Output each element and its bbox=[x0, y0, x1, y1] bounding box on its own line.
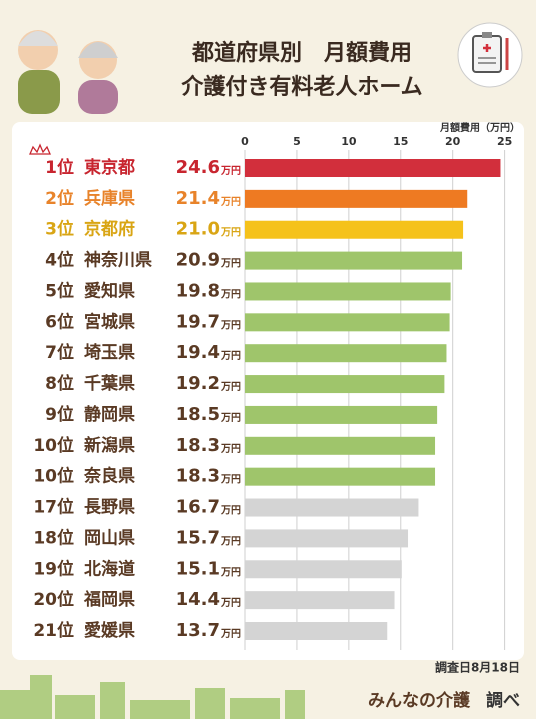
bar bbox=[245, 344, 447, 363]
category-label: 福岡県 bbox=[83, 589, 135, 610]
value-unit: 万円 bbox=[220, 628, 241, 640]
category-label: 岡山県 bbox=[84, 528, 135, 548]
x-axis-label: 月額費用（万円） bbox=[439, 121, 520, 134]
value-label: 21.0 bbox=[176, 219, 220, 240]
category-label: 京都府 bbox=[84, 219, 135, 240]
value-label: 18.5 bbox=[176, 404, 220, 425]
rank-label: 7位 bbox=[45, 342, 74, 363]
value-label: 18.3 bbox=[176, 466, 220, 487]
rank-label: 19位 bbox=[33, 558, 74, 579]
clipboard-icon bbox=[457, 22, 523, 88]
bar bbox=[245, 498, 419, 517]
bar bbox=[245, 189, 468, 208]
value-unit: 万円 bbox=[220, 227, 241, 239]
bar bbox=[245, 467, 436, 486]
rank-label: 2位 bbox=[45, 188, 74, 209]
value-label: 19.7 bbox=[176, 311, 220, 332]
brand: みんなの介護 bbox=[368, 690, 471, 711]
rank-label: 5位 bbox=[45, 280, 74, 301]
rank-label: 10位 bbox=[33, 435, 74, 456]
value-unit: 万円 bbox=[220, 443, 241, 455]
bar bbox=[245, 220, 464, 239]
value-label: 19.2 bbox=[176, 373, 220, 394]
value-unit: 万円 bbox=[220, 566, 241, 578]
bar bbox=[245, 375, 445, 394]
brand-suffix: 調べ bbox=[486, 690, 520, 711]
value-label: 24.6 bbox=[176, 157, 220, 178]
rank-label: 9位 bbox=[45, 404, 74, 425]
value-unit: 万円 bbox=[220, 505, 241, 517]
value-unit: 万円 bbox=[220, 288, 241, 300]
value-label: 19.8 bbox=[176, 280, 220, 301]
bar bbox=[245, 282, 451, 301]
x-tick-label: 5 bbox=[293, 135, 301, 148]
bar bbox=[245, 313, 450, 332]
x-tick-label: 25 bbox=[497, 135, 512, 148]
bar bbox=[245, 591, 395, 610]
category-label: 愛媛県 bbox=[84, 620, 135, 641]
value-unit: 万円 bbox=[220, 165, 241, 177]
rank-label: 21位 bbox=[33, 620, 74, 641]
rank-label: 20位 bbox=[33, 589, 74, 610]
x-tick-label: 10 bbox=[341, 135, 357, 148]
bar bbox=[245, 529, 409, 548]
category-label: 千葉県 bbox=[84, 373, 135, 394]
chart-subtitle: 介護付き有料老人ホーム bbox=[180, 74, 422, 100]
survey-date: 調査日8月18日 bbox=[435, 660, 520, 675]
value-unit: 万円 bbox=[220, 474, 241, 486]
category-label: 北海道 bbox=[84, 558, 135, 579]
value-label: 15.7 bbox=[176, 527, 220, 548]
rank-label: 4位 bbox=[45, 250, 74, 271]
x-tick-label: 0 bbox=[241, 135, 249, 148]
category-label: 静岡県 bbox=[84, 404, 135, 425]
value-unit: 万円 bbox=[220, 381, 241, 393]
value-label: 21.4 bbox=[176, 188, 220, 209]
category-label: 宮城県 bbox=[84, 311, 135, 332]
value-unit: 万円 bbox=[220, 350, 241, 362]
rank-label: 6位 bbox=[45, 311, 74, 332]
value-label: 18.3 bbox=[176, 435, 220, 456]
chart-title: 都道府県別 月額費用 bbox=[191, 40, 412, 66]
bar bbox=[245, 405, 438, 424]
value-label: 16.7 bbox=[176, 497, 220, 518]
bar bbox=[245, 436, 436, 455]
category-label: 奈良県 bbox=[83, 466, 135, 487]
value-label: 14.4 bbox=[176, 589, 220, 610]
rank-label: 3位 bbox=[45, 219, 74, 240]
bar bbox=[245, 622, 388, 640]
value-label: 19.4 bbox=[176, 342, 220, 363]
bar bbox=[245, 251, 463, 270]
category-label: 新潟県 bbox=[84, 435, 135, 456]
value-unit: 万円 bbox=[220, 412, 241, 424]
rank-label: 8位 bbox=[45, 373, 74, 394]
value-unit: 万円 bbox=[220, 196, 241, 208]
rank-label: 17位 bbox=[33, 497, 74, 518]
value-unit: 万円 bbox=[220, 597, 241, 609]
illustration bbox=[18, 30, 118, 114]
rank-label: 10位 bbox=[33, 466, 74, 487]
value-unit: 万円 bbox=[220, 319, 241, 331]
category-label: 愛知県 bbox=[84, 280, 135, 301]
value-label: 13.7 bbox=[176, 620, 220, 641]
value-unit: 万円 bbox=[220, 535, 241, 547]
bar bbox=[245, 159, 501, 177]
category-label: 兵庫県 bbox=[84, 188, 135, 209]
category-label: 東京都 bbox=[84, 157, 135, 178]
bar bbox=[245, 560, 402, 579]
category-label: 神奈川県 bbox=[84, 250, 152, 271]
rank-label: 18位 bbox=[33, 527, 74, 548]
crown-icon bbox=[29, 143, 51, 155]
category-label: 埼玉県 bbox=[84, 342, 135, 363]
x-tick-label: 15 bbox=[393, 135, 408, 148]
x-tick-label: 20 bbox=[445, 135, 461, 148]
category-label: 長野県 bbox=[84, 498, 135, 518]
value-label: 20.9 bbox=[176, 250, 220, 271]
value-unit: 万円 bbox=[220, 258, 241, 270]
value-label: 15.1 bbox=[176, 558, 220, 579]
city-silhouette bbox=[0, 675, 305, 719]
rank-label: 1位 bbox=[45, 157, 74, 178]
